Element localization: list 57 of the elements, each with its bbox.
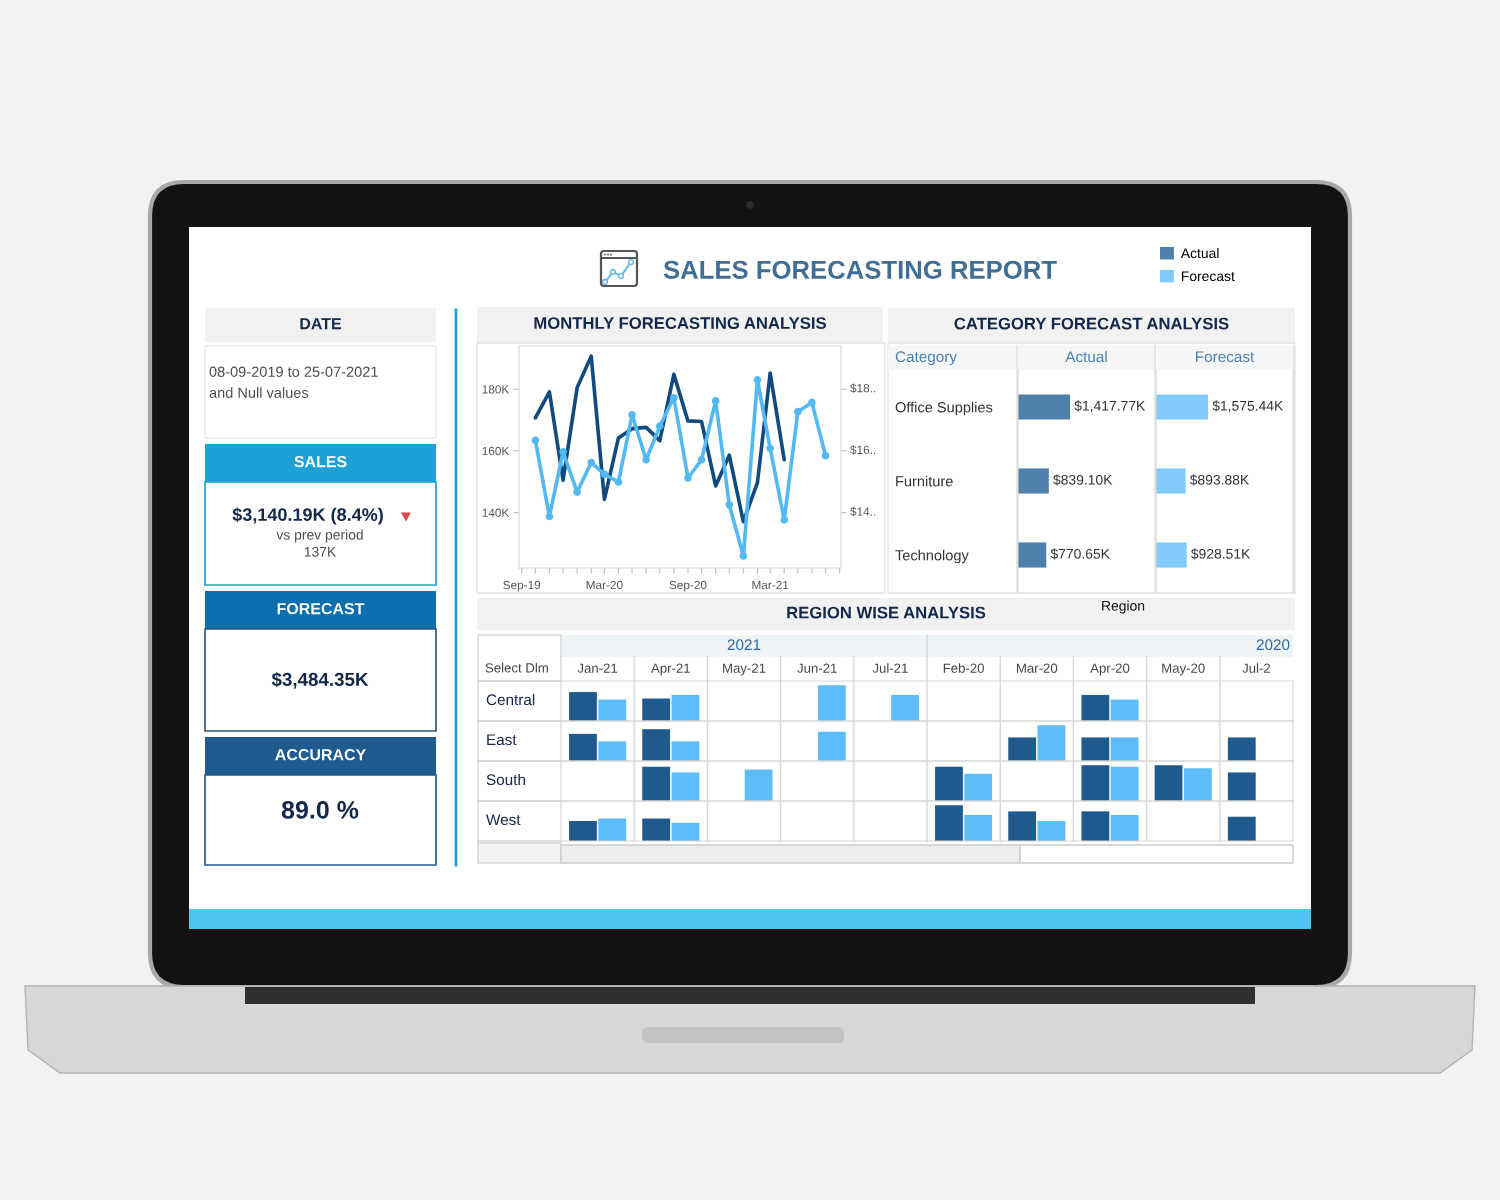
y-tick-label: Office Supplies — [895, 401, 993, 416]
text: and Null values — [209, 387, 309, 398]
legend-label: Forecast — [1181, 271, 1235, 282]
y-axis-title: South — [486, 773, 525, 786]
text: $3,484.35K — [271, 671, 369, 689]
data-label: $770.65K — [1050, 548, 1110, 560]
text: 2021 — [727, 639, 761, 651]
x-tick-label: Sep-19 — [503, 580, 541, 592]
text: 89.0 % — [281, 801, 359, 819]
text: 2020 — [1256, 639, 1290, 651]
text: ACCURACY — [275, 748, 366, 761]
x-tick-label: May-21 — [723, 663, 766, 676]
x-tick-label: Mar-21 — [752, 580, 789, 590]
x-tick-label: Mar-20 — [1016, 663, 1058, 673]
x-tick-label: May-20 — [1162, 663, 1205, 676]
data-label: $1,417.77K — [1074, 400, 1146, 413]
x-tick-label: Feb-20 — [943, 663, 984, 673]
x-tick-label: Sep-20 — [669, 580, 707, 592]
text: Forecast — [1196, 351, 1255, 363]
text: vs prev period — [276, 529, 363, 543]
y-tick-label: 180K — [482, 385, 510, 394]
text: 137K — [304, 546, 337, 557]
x-tick-label: Jul-21 — [872, 663, 908, 673]
text: DATE — [300, 318, 342, 330]
text: $18.. — [850, 383, 876, 394]
data-label: $1,575.44K — [1212, 400, 1284, 413]
data-label: $839.10K — [1053, 474, 1113, 486]
text: 08-09-2019 to 25-07-2021 — [209, 366, 378, 377]
data-label: $928.51K — [1191, 548, 1251, 560]
text: SALES — [294, 455, 347, 468]
x-tick-label: Jan-21 — [577, 663, 618, 673]
chart-subtitle: Region — [1102, 600, 1145, 614]
legend-label: Actual — [1180, 247, 1219, 259]
text: $14.. — [850, 506, 876, 517]
text: FORECAST — [277, 602, 365, 615]
x-tick-label: Apr-21 — [651, 663, 690, 676]
y-tick-label: 160K — [482, 446, 510, 456]
chart-title: REGION WISE ANALYSIS — [787, 606, 986, 619]
text: Actual — [1065, 350, 1107, 363]
y-axis-title: Central — [486, 693, 535, 706]
text: Select Dlm — [485, 662, 548, 673]
chart-title: MONTHLY FORECASTING ANALYSIS — [534, 317, 826, 329]
text: $3,140.19K (8.4%) — [232, 507, 383, 525]
x-tick-label: Mar-20 — [586, 580, 623, 590]
y-axis-title: West — [486, 814, 521, 826]
y-axis-title: East — [487, 734, 517, 746]
y-tick-label: 140K — [482, 508, 510, 517]
x-tick-label: Jul-2 — [1242, 663, 1271, 673]
text: $16.. — [850, 445, 876, 455]
data-label: $893.88K — [1189, 474, 1250, 486]
text: SALES FORECASTING REPORT — [663, 260, 1057, 279]
y-axis-title: Category — [895, 351, 957, 366]
x-tick-label: Apr-20 — [1090, 663, 1130, 676]
y-tick-label: Furniture — [896, 475, 953, 487]
chart-title: CATEGORY FORECAST ANALYSIS — [954, 317, 1229, 330]
y-tick-label: Technology — [895, 549, 969, 564]
x-tick-label: Jun-21 — [797, 663, 837, 673]
